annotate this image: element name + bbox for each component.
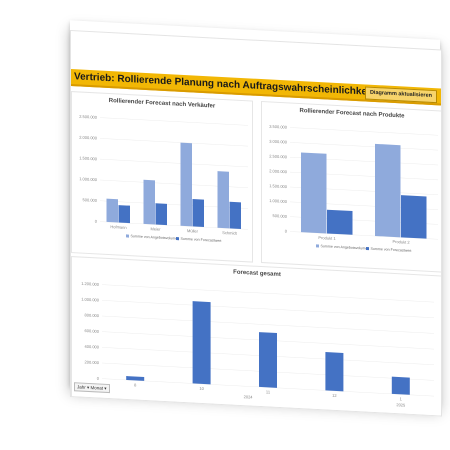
chart-canvas: 0 500.000 1.000.000 1.500.000 2.000.000 2.500… xyxy=(269,124,438,253)
x-tick-label: Hofmann xyxy=(110,224,126,230)
y-tick-label: 800.000 xyxy=(85,312,100,318)
bar xyxy=(259,332,277,388)
bar xyxy=(327,209,353,235)
bar xyxy=(180,142,192,227)
x-tick-label: Schmidt xyxy=(222,230,237,236)
chart-canvas: 0 500.000 1.000.000 1.500.000 2.000.000 2.500… xyxy=(79,114,248,243)
gridline xyxy=(100,158,248,168)
y-tick-label: 1.000.000 xyxy=(269,198,288,204)
chart-forecast-by-product[interactable]: Rollierender Forecast nach Produkte 0 500… xyxy=(261,101,442,273)
legend-label: Summe von Forecastwert xyxy=(371,247,412,253)
bar xyxy=(192,198,204,228)
pivot-filter-button[interactable]: Jahr ▾ Monat ▾ xyxy=(74,382,110,394)
legend-swatch xyxy=(126,234,129,238)
legend-swatch xyxy=(316,244,319,248)
bar xyxy=(375,143,401,238)
bar xyxy=(106,198,118,223)
y-tick-label: 2.000.000 xyxy=(269,168,288,174)
y-tick-label: 0 xyxy=(95,219,98,224)
gridline xyxy=(290,127,438,136)
legend-label: Summe von Angebotsvolumen xyxy=(321,244,370,251)
bar xyxy=(217,171,229,229)
x-tick-label: Meier xyxy=(150,226,161,232)
chart-forecast-total[interactable]: Forecast gesamt 0 200.000 400.000 600.000 80… xyxy=(71,256,442,417)
bar xyxy=(229,201,241,229)
gridline xyxy=(102,284,434,303)
legend-label: Summe von Forecastwert xyxy=(181,237,222,243)
y-tick-label: 200.000 xyxy=(85,359,100,365)
y-tick-label: 500.000 xyxy=(83,197,98,203)
year-label: 2025 xyxy=(396,402,406,408)
x-tick-label: 10 xyxy=(199,386,204,391)
bar xyxy=(301,152,327,234)
y-tick-label: 3.000.000 xyxy=(269,139,288,145)
chart-canvas: 0 200.000 400.000 600.000 800.000 1.000.000 1.… xyxy=(81,281,434,408)
bar xyxy=(192,301,211,385)
legend-label: Summe von Angebotsvolumen xyxy=(131,234,180,241)
x-tick-label: 1 xyxy=(400,396,403,401)
y-tick-label: 0 xyxy=(97,376,100,381)
year-label: 2024 xyxy=(244,394,254,400)
y-tick-label: 2.500.000 xyxy=(79,114,98,120)
y-tick-label: 400.000 xyxy=(85,344,100,350)
gridline xyxy=(290,142,438,151)
bar xyxy=(126,376,145,381)
gridline xyxy=(100,117,248,126)
y-tick-label: 2.500.000 xyxy=(269,153,288,159)
y-tick-label: 3.500.000 xyxy=(269,124,288,130)
legend-swatch xyxy=(366,247,369,251)
gridline xyxy=(102,300,434,318)
bar xyxy=(155,203,167,226)
spreadsheet-sheet: Vertrieb: Rollierende Planung nach Auftr… xyxy=(70,30,442,417)
bar xyxy=(118,205,130,224)
x-tick-label: 8 xyxy=(134,382,137,387)
gridline xyxy=(102,315,434,334)
bar xyxy=(325,352,344,392)
x-tick-label: Produkt 1 xyxy=(318,235,336,241)
y-tick-label: 500.000 xyxy=(273,213,288,219)
x-tick-label: Produkt 2 xyxy=(392,239,410,245)
x-tick-label: 12 xyxy=(332,393,337,398)
x-tick-label: 11 xyxy=(266,389,271,394)
gridline xyxy=(100,138,248,147)
y-tick-label: 0 xyxy=(285,229,288,234)
bar xyxy=(401,195,427,239)
y-tick-label: 1.000.000 xyxy=(79,176,98,182)
bar xyxy=(391,376,410,395)
chart-forecast-by-seller[interactable]: Rollierender Forecast nach Verkäufer 0 50… xyxy=(71,91,253,263)
y-tick-label: 2.000.000 xyxy=(79,135,98,141)
y-tick-label: 1.000.000 xyxy=(81,297,100,303)
refresh-chart-button[interactable]: Diagramm aktualisieren xyxy=(364,86,437,104)
y-tick-label: 1.500.000 xyxy=(79,155,98,161)
y-tick-label: 1.200.000 xyxy=(81,281,100,287)
bar xyxy=(143,179,155,225)
y-tick-label: 1.500.000 xyxy=(269,183,288,189)
x-tick-label: Müller xyxy=(187,228,199,234)
y-tick-label: 600.000 xyxy=(85,328,100,334)
legend-swatch xyxy=(176,237,179,241)
